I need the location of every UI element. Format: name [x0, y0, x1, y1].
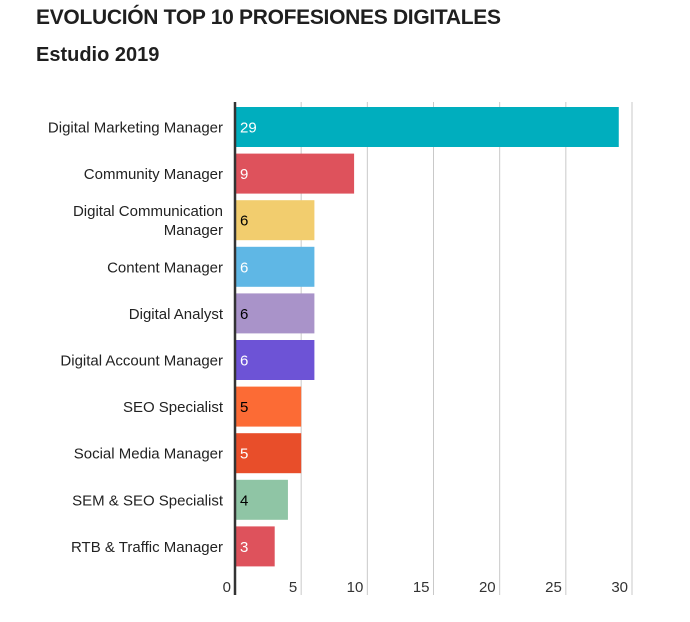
- chart-title: EVOLUCIÓN TOP 10 PROFESIONES DIGITALES: [36, 6, 501, 29]
- bar: [235, 479, 288, 520]
- x-tick-label: 5: [289, 579, 297, 596]
- bar: [235, 293, 315, 334]
- x-tick-label: 15: [413, 579, 430, 596]
- bar-value-label: 6: [240, 353, 248, 370]
- bar: [235, 153, 355, 194]
- category-label: Digital Communication Manager: [73, 203, 223, 239]
- bar: [235, 433, 302, 474]
- bar-value-label: 6: [240, 213, 248, 230]
- category-label: SEM & SEO Specialist: [72, 492, 224, 509]
- category-label: Digital Marketing Manager: [48, 120, 223, 137]
- bar: [235, 246, 315, 287]
- bar-value-label: 4: [240, 492, 248, 509]
- category-label: Social Media Manager: [74, 446, 223, 463]
- x-tick-label: 0: [223, 579, 231, 596]
- category-label: SEO Specialist: [123, 399, 224, 416]
- bar-value-label: 6: [240, 259, 248, 276]
- x-tick-label: 25: [545, 579, 562, 596]
- bar-value-label: 5: [240, 446, 248, 463]
- x-tick-label: 30: [611, 579, 628, 596]
- category-label: Community Manager: [84, 166, 223, 183]
- bar-value-label: 29: [240, 120, 257, 137]
- bar: [235, 107, 619, 147]
- bar: [235, 386, 302, 427]
- bar-value-label: 9: [240, 166, 248, 183]
- bar: [235, 200, 315, 241]
- bar-value-label: 3: [240, 539, 248, 556]
- category-label: Digital Account Manager: [60, 353, 223, 370]
- x-tick-label: 10: [347, 579, 364, 596]
- bar: [235, 340, 315, 380]
- category-label: RTB & Traffic Manager: [71, 539, 223, 556]
- bar: [235, 526, 275, 567]
- chart-subtitle: Estudio 2019: [36, 44, 160, 66]
- category-label: Digital Analyst: [129, 306, 224, 323]
- x-tick-label: 20: [479, 579, 496, 596]
- category-label: Content Manager: [107, 259, 223, 276]
- bar-value-label: 6: [240, 306, 248, 323]
- bar-value-label: 5: [240, 399, 248, 416]
